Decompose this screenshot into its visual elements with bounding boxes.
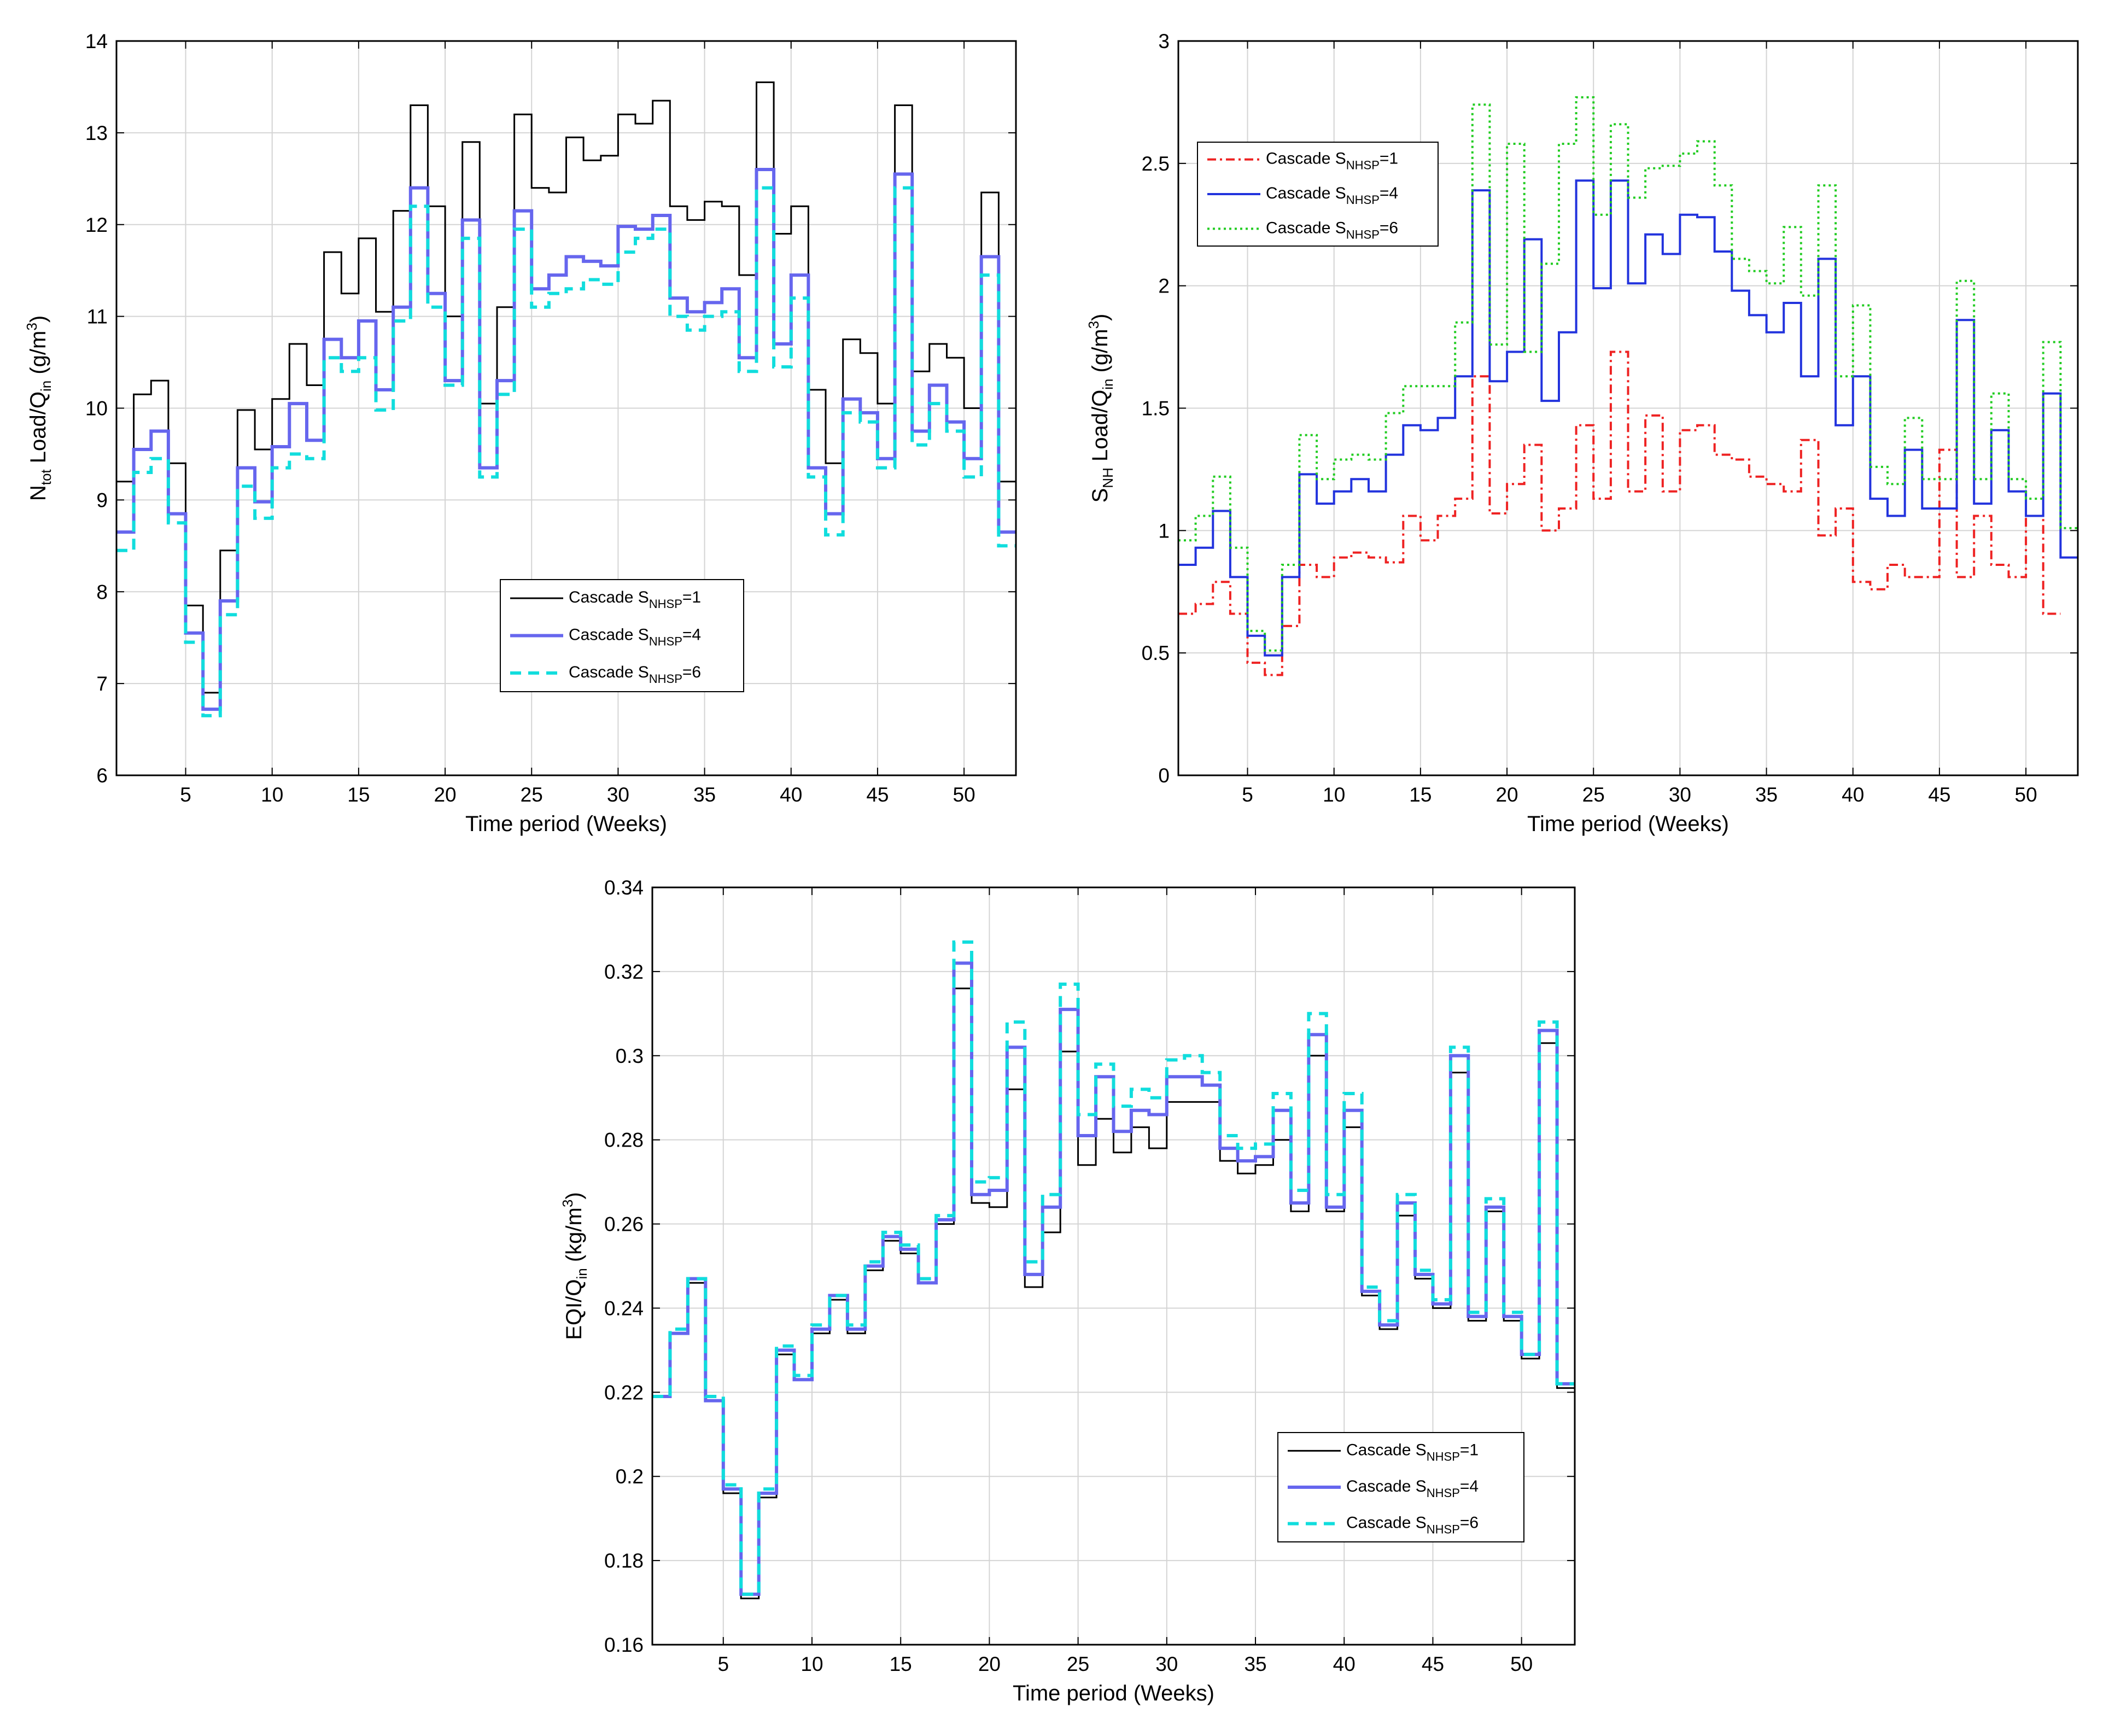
x-tick-label: 50: [1510, 1653, 1533, 1675]
y-tick-label: 1: [1158, 519, 1170, 542]
x-tick-label: 45: [866, 784, 889, 806]
y-tick-label: 0.5: [1142, 642, 1170, 664]
x-tick-label: 35: [1244, 1653, 1266, 1675]
series-line-3: [116, 186, 1016, 717]
x-tick-label: 10: [261, 784, 283, 806]
x-axis-label: Time period (Weeks): [465, 812, 667, 836]
x-axis-label: Time period (Weeks): [1013, 1681, 1214, 1705]
x-tick-label: 50: [953, 784, 975, 806]
axes-box: [651, 886, 1576, 1646]
x-tick-label: 5: [1242, 784, 1253, 806]
series-line-2: [1178, 179, 2078, 657]
x-tick-label: 40: [1333, 1653, 1356, 1675]
x-tick-label: 45: [1422, 1653, 1444, 1675]
series-group: [652, 940, 1575, 1599]
series-group: [1178, 96, 2078, 676]
y-tick-label: 2: [1158, 275, 1170, 297]
legend-label-1: Cascade SNHSP=1: [1346, 1441, 1479, 1463]
y-tick-label: 8: [96, 581, 108, 603]
y-axis-label: SNH Load/Qin (g/m3): [1085, 314, 1116, 503]
y-tick-label: 6: [96, 764, 108, 787]
chart-total-nitrogen-load: 5 10 15 20 25 30 35 40 45 50 6 7 8 9 10 11 12 13 14 Time pe…: [24, 30, 1017, 836]
y-tick-label: 13: [85, 122, 108, 144]
y-tick-label: 0.26: [604, 1213, 644, 1236]
x-tick-label: 15: [347, 784, 370, 806]
x-tick-label: 25: [521, 784, 543, 806]
legend-label-2: Cascade SNHSP=4: [1266, 184, 1398, 207]
legend-label-3: Cascade SNHSP=6: [1346, 1514, 1479, 1536]
y-tick-label: 12: [85, 214, 108, 236]
tick-group: 5 10 15 20 25 30 35 40 45 50 0.16 0.18 0.2 0.22 0.24 0.…: [604, 876, 1575, 1675]
legend: Cascade SNHSP=1 Cascade SNHSP=4 Cascade SN…: [500, 579, 744, 692]
y-tick-label: 2.5: [1142, 153, 1170, 175]
x-tick-label: 30: [1669, 784, 1691, 806]
y-tick-label: 0.24: [604, 1297, 644, 1319]
series-group: [116, 81, 1016, 717]
x-tick-label: 10: [801, 1653, 823, 1675]
y-tick-label: 11: [87, 306, 108, 328]
series-line-1: [1178, 350, 2061, 676]
chart-eqi: 5 10 15 20 25 30 35 40 45 50 0.16 0.18 0.2 0.22 0.24 0.…: [559, 876, 1576, 1705]
tick-group: 5 10 15 20 25 30 35 40 45 50 6 7 8 9 10 11 12 13 14: [85, 30, 1016, 806]
x-tick-label: 30: [607, 784, 629, 806]
chart-ammonia-load: 5 10 15 20 25 30 35 40 45 50 0 0.5 1 1.5 2 2.5 3 Time per…: [1085, 30, 2079, 836]
y-axis-label: Ntot Load/Qin (g/m3): [24, 315, 54, 501]
x-tick-label: 25: [1067, 1653, 1089, 1675]
series-line-3: [652, 940, 1575, 1596]
x-tick-label: 35: [693, 784, 716, 806]
legend-label-2: Cascade SNHSP=4: [1346, 1477, 1479, 1500]
y-tick-label: 10: [85, 398, 108, 420]
y-tick-label: 3: [1158, 30, 1170, 52]
x-tick-label: 15: [890, 1653, 912, 1675]
y-tick-label: 7: [96, 673, 108, 695]
legend: Cascade SNHSP=1 Cascade SNHSP=4 Cascade SN…: [1197, 142, 1439, 247]
y-tick-label: 0.2: [616, 1465, 644, 1488]
y-tick-label: 1.5: [1142, 398, 1170, 420]
x-tick-label: 5: [180, 784, 191, 806]
x-tick-label: 5: [717, 1653, 729, 1675]
series-line-2: [652, 961, 1575, 1596]
y-tick-label: 0: [1158, 764, 1170, 787]
legend-label-1: Cascade SNHSP=1: [1266, 150, 1398, 172]
y-tick-label: 14: [85, 30, 108, 52]
legend-label-2: Cascade SNHSP=4: [569, 626, 701, 648]
x-tick-label: 45: [1928, 784, 1950, 806]
x-tick-label: 15: [1409, 784, 1432, 806]
x-tick-label: 20: [1495, 784, 1518, 806]
y-tick-label: 0.34: [604, 876, 644, 899]
legend-label-1: Cascade SNHSP=1: [569, 588, 701, 611]
x-axis-label: Time period (Weeks): [1527, 812, 1729, 836]
y-tick-label: 0.16: [604, 1634, 644, 1656]
legend-label-3: Cascade SNHSP=6: [569, 663, 701, 686]
x-tick-label: 30: [1155, 1653, 1178, 1675]
x-tick-label: 35: [1755, 784, 1778, 806]
x-tick-label: 40: [1842, 784, 1864, 806]
legend: Cascade SNHSP=1 Cascade SNHSP=4 Cascade SN…: [1277, 1432, 1524, 1542]
series-line-2: [116, 168, 1016, 711]
legend-label-3: Cascade SNHSP=6: [1266, 219, 1398, 241]
x-tick-label: 20: [434, 784, 456, 806]
y-tick-label: 9: [96, 489, 108, 511]
y-tick-label: 0.32: [604, 961, 644, 983]
series-line-1: [116, 81, 1016, 694]
y-tick-label: 0.3: [616, 1045, 644, 1067]
x-tick-label: 50: [2015, 784, 2037, 806]
tick-group: 5 10 15 20 25 30 35 40 45 50 0 0.5 1 1.5 2 2.5 3: [1142, 30, 2078, 806]
series-line-3: [1178, 96, 2078, 652]
x-tick-label: 25: [1582, 784, 1605, 806]
x-tick-label: 40: [780, 784, 802, 806]
x-tick-label: 20: [978, 1653, 1001, 1675]
y-axis-label: EQI/Qin (kg/m3): [559, 1192, 590, 1340]
x-tick-label: 10: [1323, 784, 1345, 806]
y-tick-label: 0.22: [604, 1381, 644, 1404]
y-tick-label: 0.28: [604, 1129, 644, 1152]
grid-lines: [1178, 41, 2078, 775]
y-tick-label: 0.18: [604, 1550, 644, 1572]
